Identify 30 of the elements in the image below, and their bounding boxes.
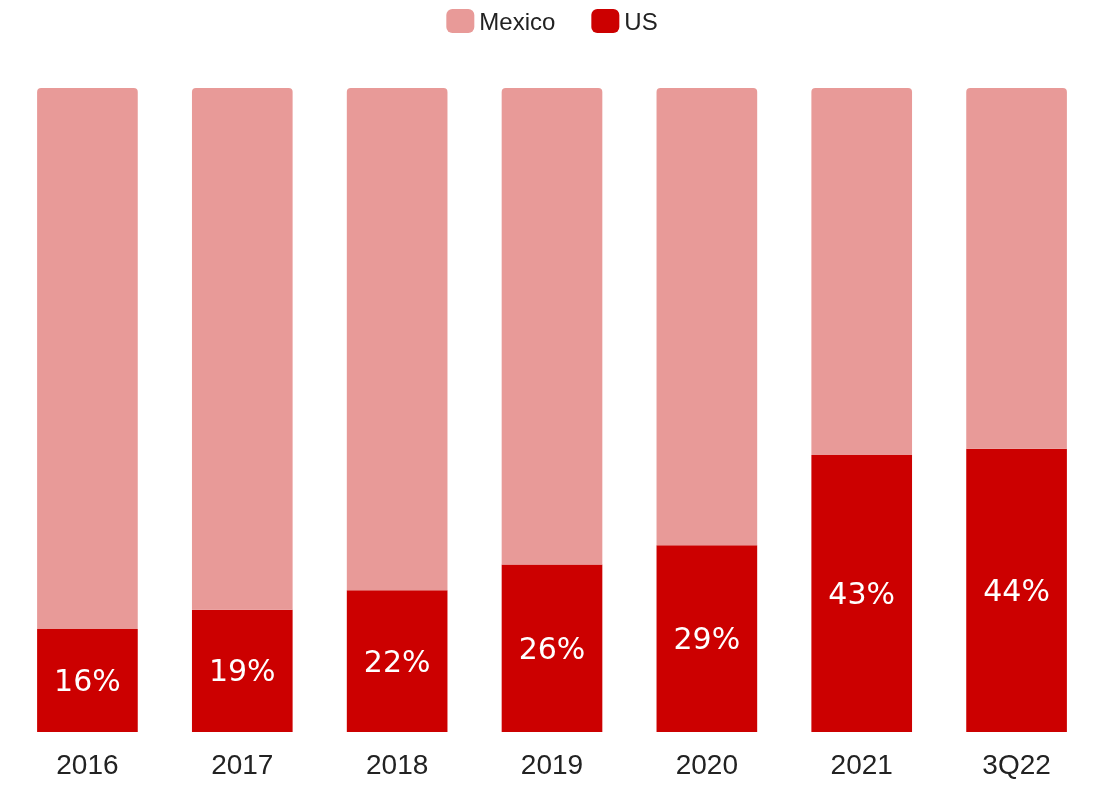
bar — [191, 88, 293, 610]
data-label: 43% — [828, 576, 896, 612]
bar — [191, 609, 293, 732]
bar — [811, 88, 913, 456]
bar — [501, 88, 603, 565]
bar — [966, 88, 1067, 449]
data-label: 22% — [363, 643, 431, 679]
x-tick-label: 2017 — [211, 748, 274, 780]
bar — [966, 448, 1067, 732]
x-tick-label: 2016 — [56, 748, 119, 780]
legend-label: Mexico — [479, 7, 556, 35]
bar — [37, 628, 138, 732]
bar — [656, 88, 758, 546]
x-tick-label: 2019 — [520, 748, 584, 780]
data-label: 44% — [983, 572, 1050, 608]
x-tick-label: 2018 — [365, 748, 429, 780]
x-tick-label: 3Q22 — [982, 748, 1051, 780]
bar — [37, 88, 138, 629]
bar — [346, 88, 448, 591]
x-tick-label: 2021 — [830, 748, 893, 780]
data-label: 29% — [673, 621, 741, 657]
bar — [811, 455, 913, 732]
bar — [501, 564, 603, 732]
x-tick-label: 2020 — [675, 748, 739, 780]
data-label: 19% — [208, 653, 276, 689]
data-label: 26% — [518, 630, 586, 666]
bar — [656, 545, 758, 732]
legend-label: US — [624, 7, 658, 35]
bar — [346, 590, 448, 732]
data-label: 16% — [54, 662, 121, 698]
